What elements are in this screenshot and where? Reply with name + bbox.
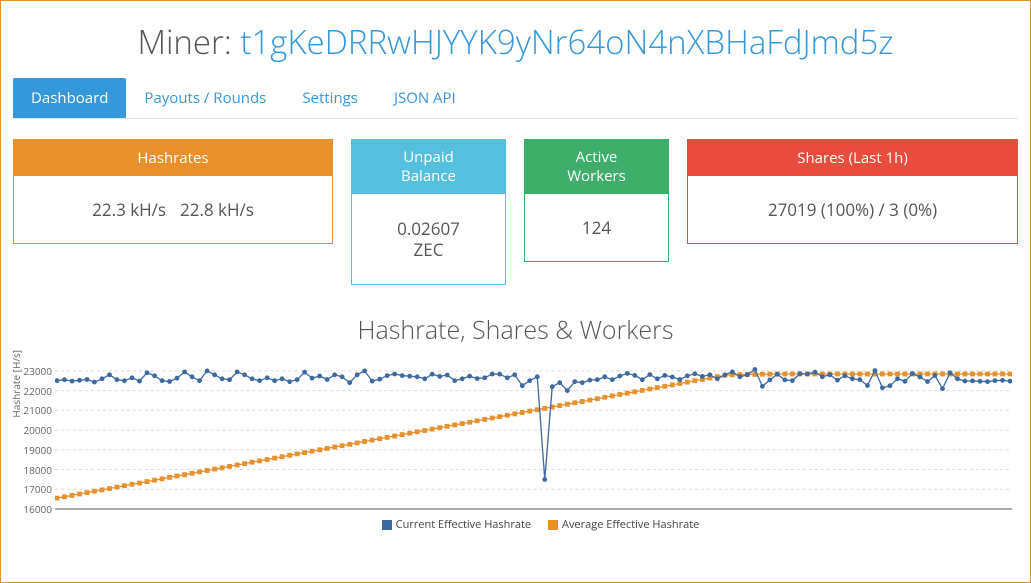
hashrate-current: 22.3 kH/s (92, 198, 166, 221)
legend-label-average: Average Effective Hashrate (562, 517, 699, 532)
card-shares: Shares (Last 1h) 27019 (100%) / 3 (0%) (687, 139, 1018, 244)
card-shares-title: Shares (Last 1h) (688, 140, 1017, 176)
stat-cards: Hashrates 22.3 kH/s 22.8 kH/s Unpaid Bal… (13, 139, 1018, 285)
card-hashrates-title: Hashrates (14, 140, 332, 176)
card-active-workers: Active Workers 124 (524, 139, 669, 262)
card-shares-body: 27019 (100%) / 3 (0%) (688, 176, 1017, 243)
hashrate-chart: Hashrate [H/s] 1600017000180001900020000… (13, 355, 1018, 540)
tab-json-api[interactable]: JSON API (376, 78, 474, 118)
card-workers-body: 124 (525, 194, 668, 261)
page-title: Miner: t1gKeDRRwHJYYK9yNr64oN4nXBHaFdJmd… (13, 19, 1018, 64)
tab-dashboard[interactable]: Dashboard (13, 78, 126, 118)
card-unpaid-balance: Unpaid Balance 0.02607 ZEC (351, 139, 506, 285)
chart-legend: Current Effective Hashrate Average Effec… (55, 517, 1012, 532)
card-hashrates-body: 22.3 kH/s 22.8 kH/s (14, 176, 332, 243)
card-unpaid-body: 0.02607 ZEC (352, 194, 505, 285)
miner-address[interactable]: t1gKeDRRwHJYYK9yNr64oN4nXBHaFdJmd5z (240, 19, 893, 64)
legend-swatch-current (382, 520, 392, 530)
shares-value: 27019 (100%) / 3 (0%) (768, 198, 937, 221)
tabs: Dashboard Payouts / Rounds Settings JSON… (13, 78, 1018, 119)
unpaid-amount: 0.02607 (397, 217, 460, 240)
chart-svg (55, 355, 1012, 515)
chart-title: Hashrate, Shares & Workers (13, 313, 1018, 347)
chart-yticks: 1600017000180001900020000210002200023000 (13, 355, 55, 515)
card-workers-title: Active Workers (525, 140, 668, 194)
tab-settings[interactable]: Settings (284, 78, 376, 118)
card-unpaid-title: Unpaid Balance (352, 140, 505, 194)
legend-swatch-average (548, 520, 558, 530)
workers-count: 124 (582, 216, 611, 239)
hashrate-average: 22.8 kH/s (180, 198, 254, 221)
unpaid-currency: ZEC (414, 238, 444, 261)
tab-payouts[interactable]: Payouts / Rounds (126, 78, 284, 118)
card-hashrates: Hashrates 22.3 kH/s 22.8 kH/s (13, 139, 333, 244)
legend-label-current: Current Effective Hashrate (396, 517, 531, 532)
title-label: Miner: (137, 19, 231, 64)
